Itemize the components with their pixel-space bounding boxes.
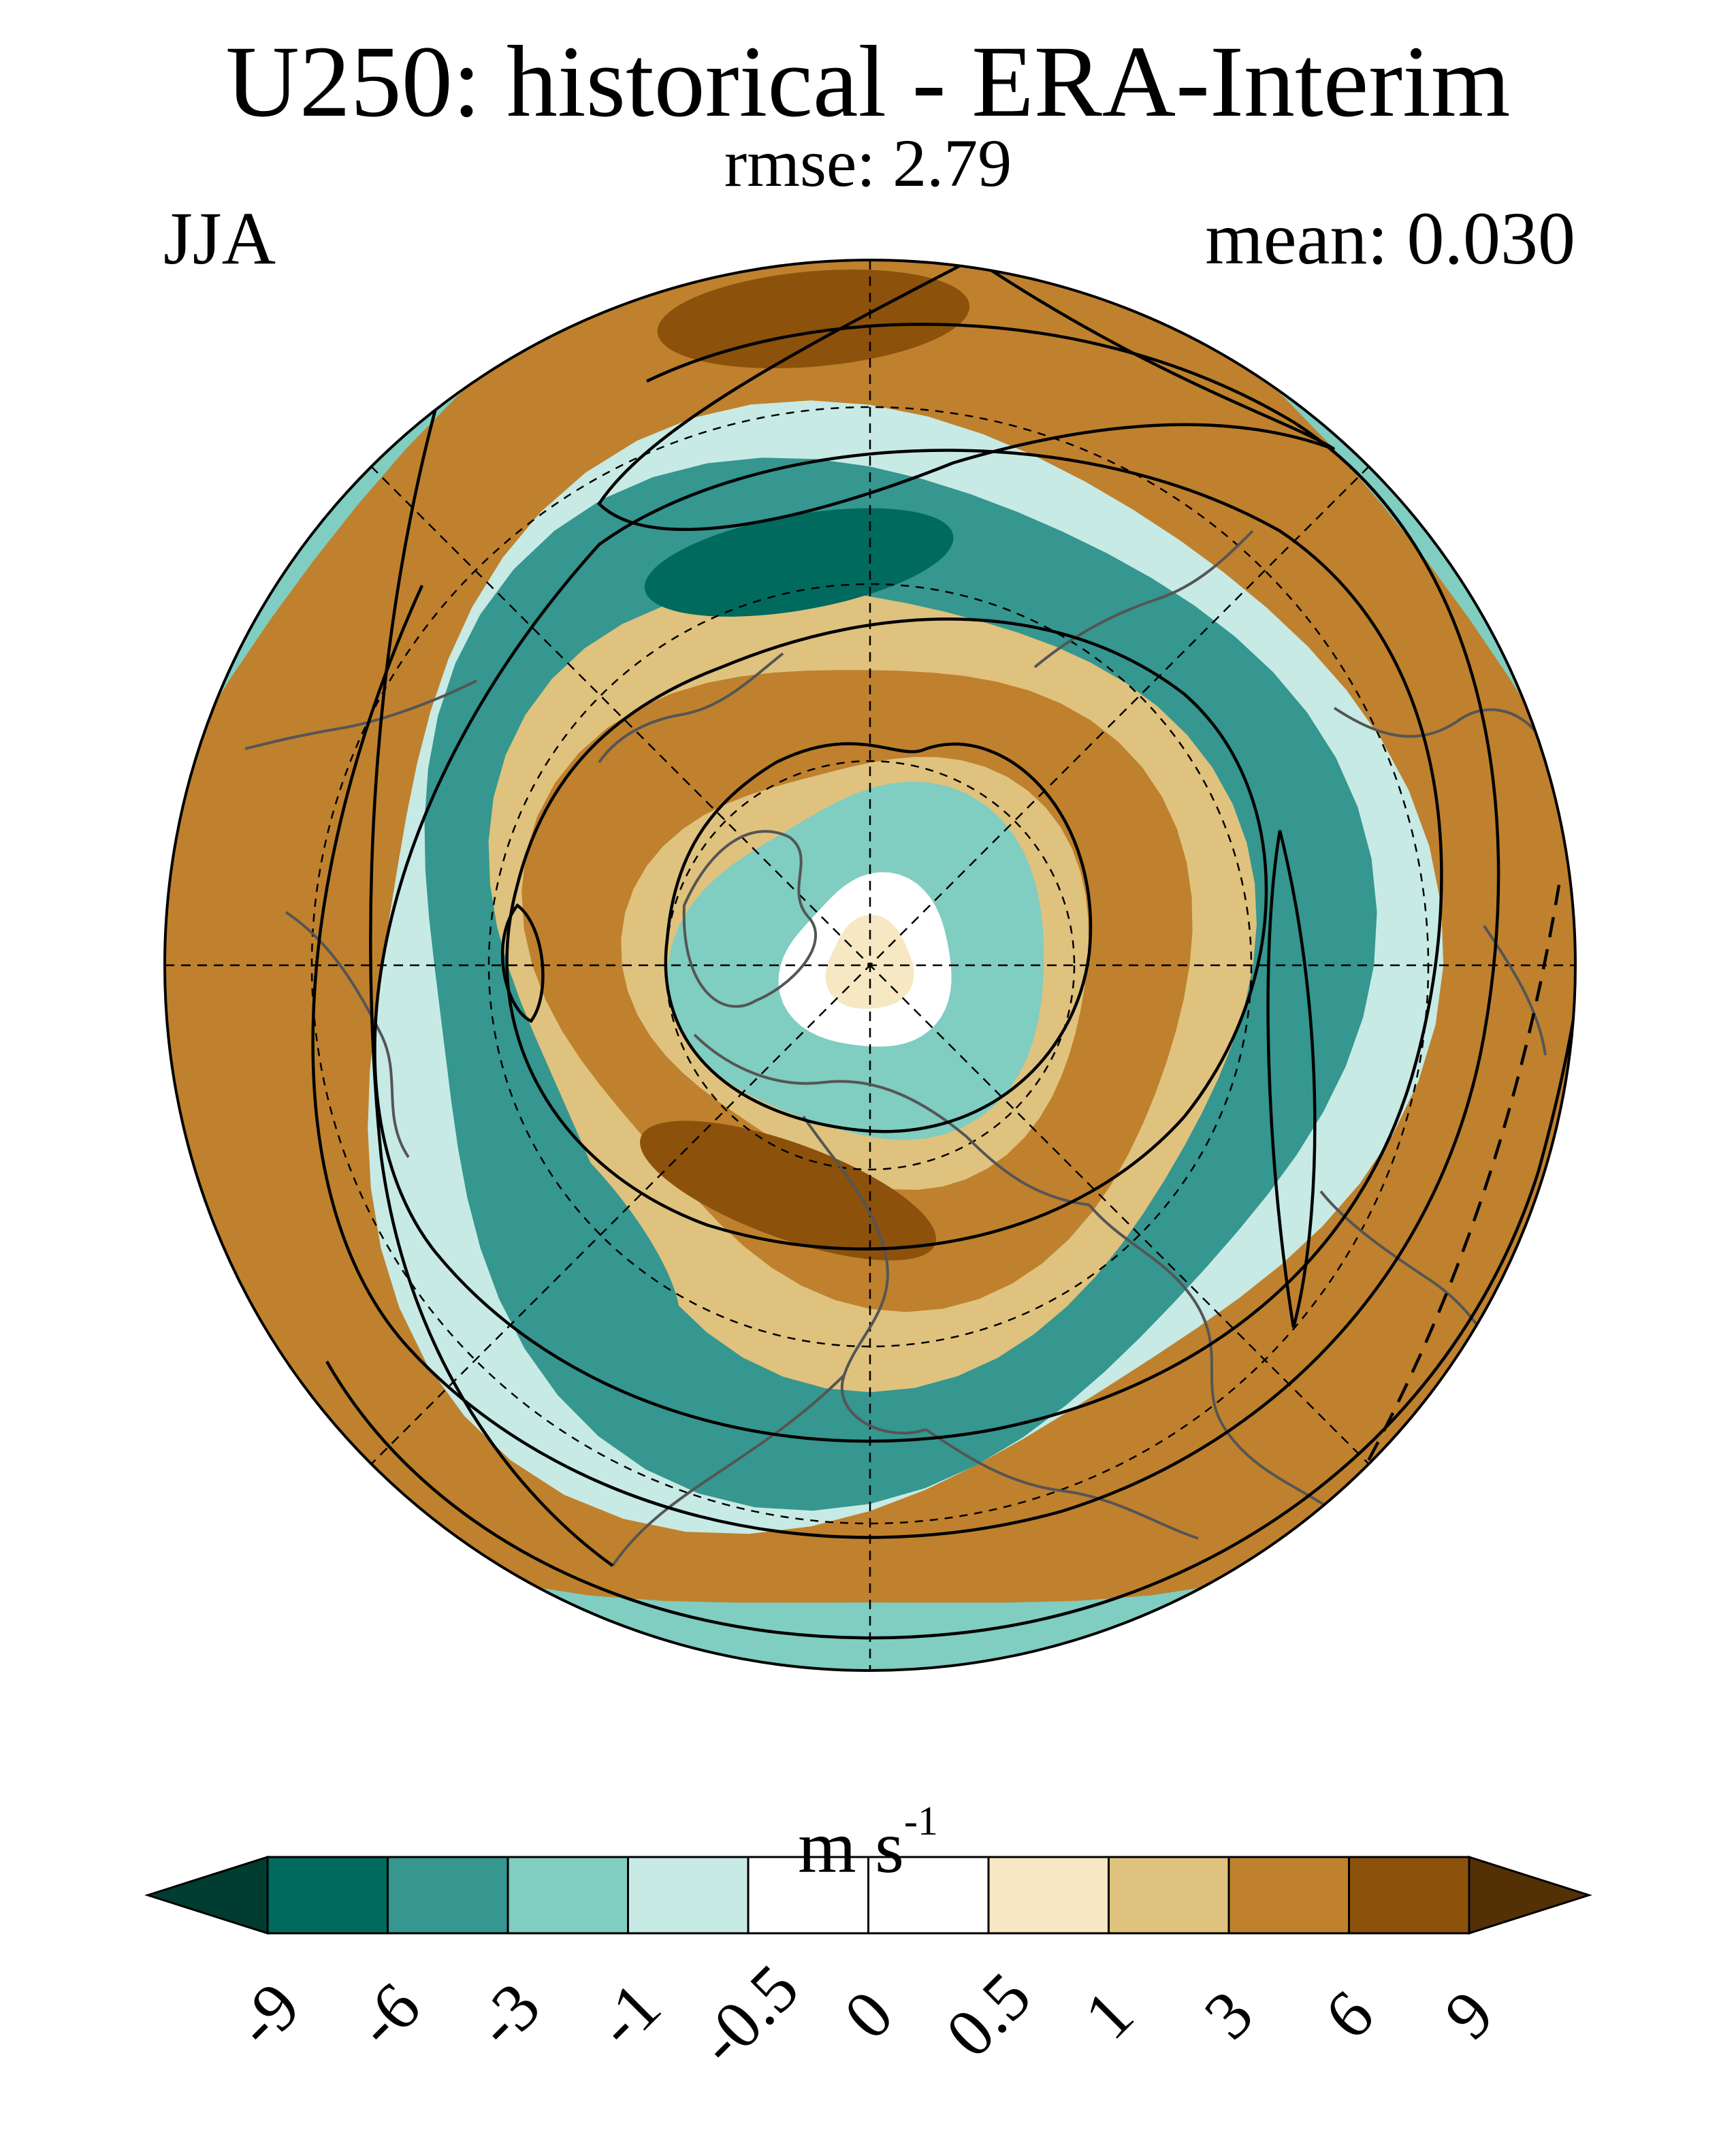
colorbar-units: m s-1 xyxy=(0,1780,1736,1888)
chart-title: U250: historical - ERA-Interim xyxy=(225,25,1511,138)
colorbar-arrow-high xyxy=(1468,1855,1592,1935)
colorbar-swatch-1 xyxy=(266,1856,389,1935)
colorbar-swatch-2 xyxy=(387,1856,509,1935)
coastlines xyxy=(244,530,1547,1567)
colorbar-swatch-4 xyxy=(627,1856,750,1935)
colorbar xyxy=(144,1855,1592,1935)
colorbar-swatch-6 xyxy=(867,1856,990,1935)
season-label: JJA xyxy=(163,197,276,280)
anomaly-band-9 xyxy=(825,914,914,1009)
colorbar-swatch-5 xyxy=(747,1856,869,1935)
chart-subtitle: rmse: 2.79 xyxy=(724,125,1012,201)
map-boundary xyxy=(163,259,1577,1672)
colorbar-swatch-3 xyxy=(507,1856,629,1935)
colorbar-swatch-7 xyxy=(987,1856,1110,1935)
mean-label: mean: 0.030 xyxy=(1205,197,1575,280)
colorbar-swatch-8 xyxy=(1108,1856,1230,1935)
units-exponent: -1 xyxy=(903,1798,938,1843)
anomaly-extreme-1 xyxy=(657,269,970,369)
anomaly-extreme-0 xyxy=(644,508,954,617)
anomaly-extreme-2 xyxy=(640,1120,936,1261)
anomaly-field xyxy=(165,260,1575,1671)
units-base: m s xyxy=(798,1805,904,1888)
anomaly-extreme-3 xyxy=(466,1091,680,1339)
lat-lon-grid xyxy=(165,260,1575,1671)
